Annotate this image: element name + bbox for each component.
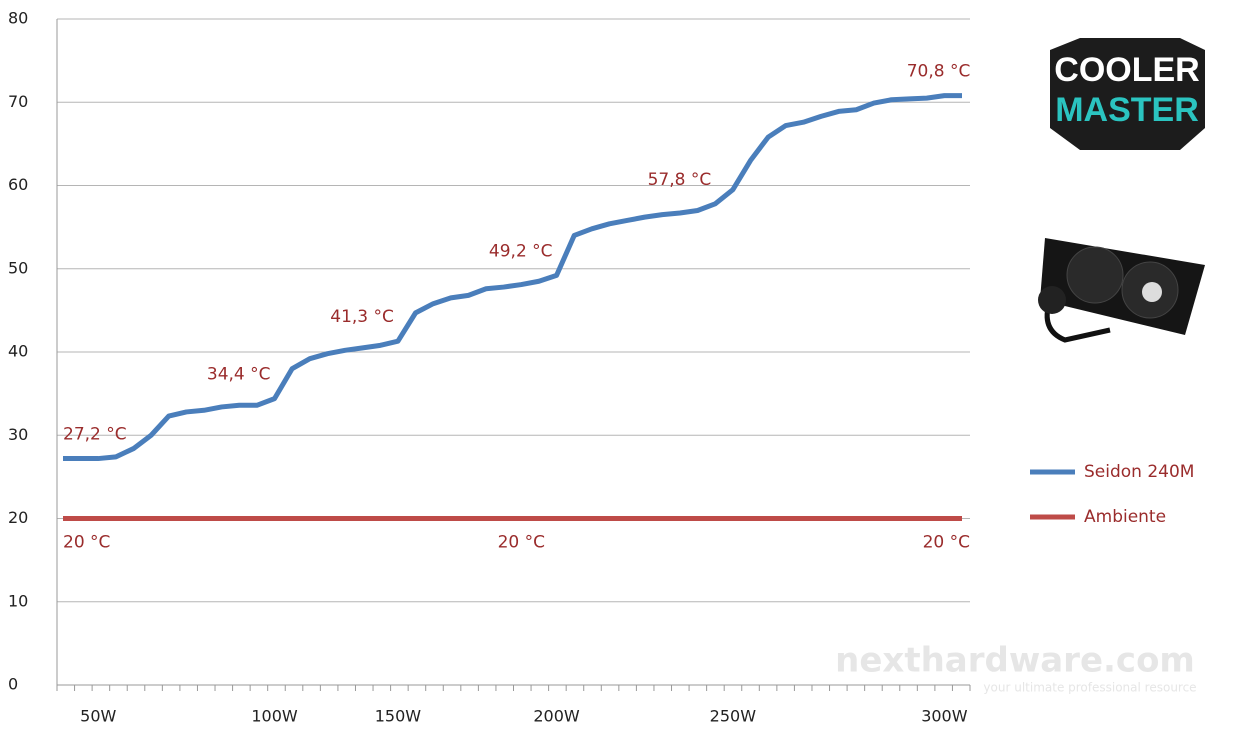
y-tick-label: 80 <box>8 9 28 28</box>
y-tick-label: 70 <box>8 92 28 111</box>
data-label: 41,3 °C <box>330 307 394 327</box>
x-tick-label: 100W <box>251 707 298 726</box>
watermark: nexthardware.com <box>835 641 1195 681</box>
product-image <box>1038 238 1205 343</box>
logo-text: MASTER <box>1055 91 1199 129</box>
legend-label: Ambiente <box>1084 507 1166 527</box>
data-label: 20 °C <box>498 533 545 553</box>
y-tick-label: 30 <box>8 425 28 444</box>
x-tick-label: 300W <box>921 707 968 726</box>
y-tick-label: 60 <box>8 175 28 194</box>
logo-badge <box>1050 38 1205 150</box>
data-label: 34,4 °C <box>207 365 271 385</box>
y-tick-label: 20 <box>8 508 28 527</box>
y-tick-label: 50 <box>8 258 28 277</box>
data-label: 20 °C <box>63 533 110 553</box>
watermark: your ultimate professional resource <box>983 681 1196 695</box>
x-tick-label: 150W <box>375 707 422 726</box>
y-tick-label: 0 <box>8 675 18 694</box>
logo: COOLER MASTER <box>1050 38 1205 150</box>
x-tick-label: 50W <box>80 707 116 726</box>
y-tick-label: 40 <box>8 342 28 361</box>
x-tick-label: 200W <box>533 707 580 726</box>
data-label: 27,2 °C <box>63 425 127 445</box>
logo-text: COOLER <box>1054 51 1199 89</box>
y-tick-label: 10 <box>8 591 28 610</box>
data-label: 57,8 °C <box>648 170 712 190</box>
legend-label: Seidon 240M <box>1084 462 1194 482</box>
data-label: 70,8 °C <box>907 62 971 82</box>
series-line <box>63 93 962 462</box>
data-label: 20 °C <box>923 533 970 553</box>
data-label: 49,2 °C <box>489 241 553 261</box>
x-tick-label: 250W <box>710 707 757 726</box>
